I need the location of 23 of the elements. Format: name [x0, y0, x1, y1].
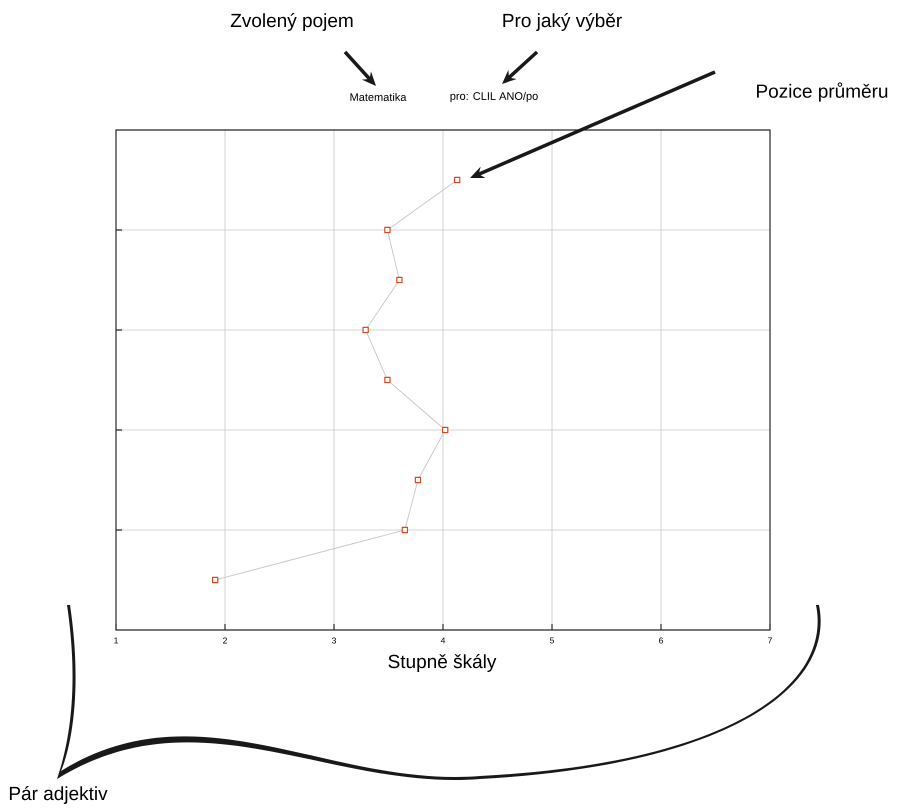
- x-tick-label: 3: [332, 638, 336, 644]
- text: Pro jaký výběr: [503, 13, 622, 31]
- x-tick-label: 6: [659, 638, 664, 644]
- x-axis-title: Stupně škály: [388, 654, 496, 672]
- text: Pár adjektiv: [10, 786, 108, 804]
- point: [402, 526, 408, 534]
- text: Pozice průměru: [757, 82, 888, 102]
- point: [454, 176, 460, 184]
- point: [362, 326, 369, 334]
- point: [442, 426, 448, 434]
- x-tick-label: 2: [223, 638, 227, 644]
- point: [384, 226, 391, 234]
- x-tick-label: 7: [768, 638, 772, 644]
- point: [212, 576, 218, 584]
- x-tick-label: 4: [440, 638, 446, 644]
- point: [414, 476, 422, 484]
- chart-title: Matematika: [350, 92, 406, 102]
- text: Zvolený pojem: [230, 13, 352, 31]
- point: [384, 376, 391, 384]
- point: [396, 276, 403, 284]
- chart-subtitle: pro: CLIL ANO/po: [450, 92, 538, 102]
- x-tick-label: 1: [114, 638, 118, 644]
- x-tick-label: 5: [550, 638, 554, 644]
